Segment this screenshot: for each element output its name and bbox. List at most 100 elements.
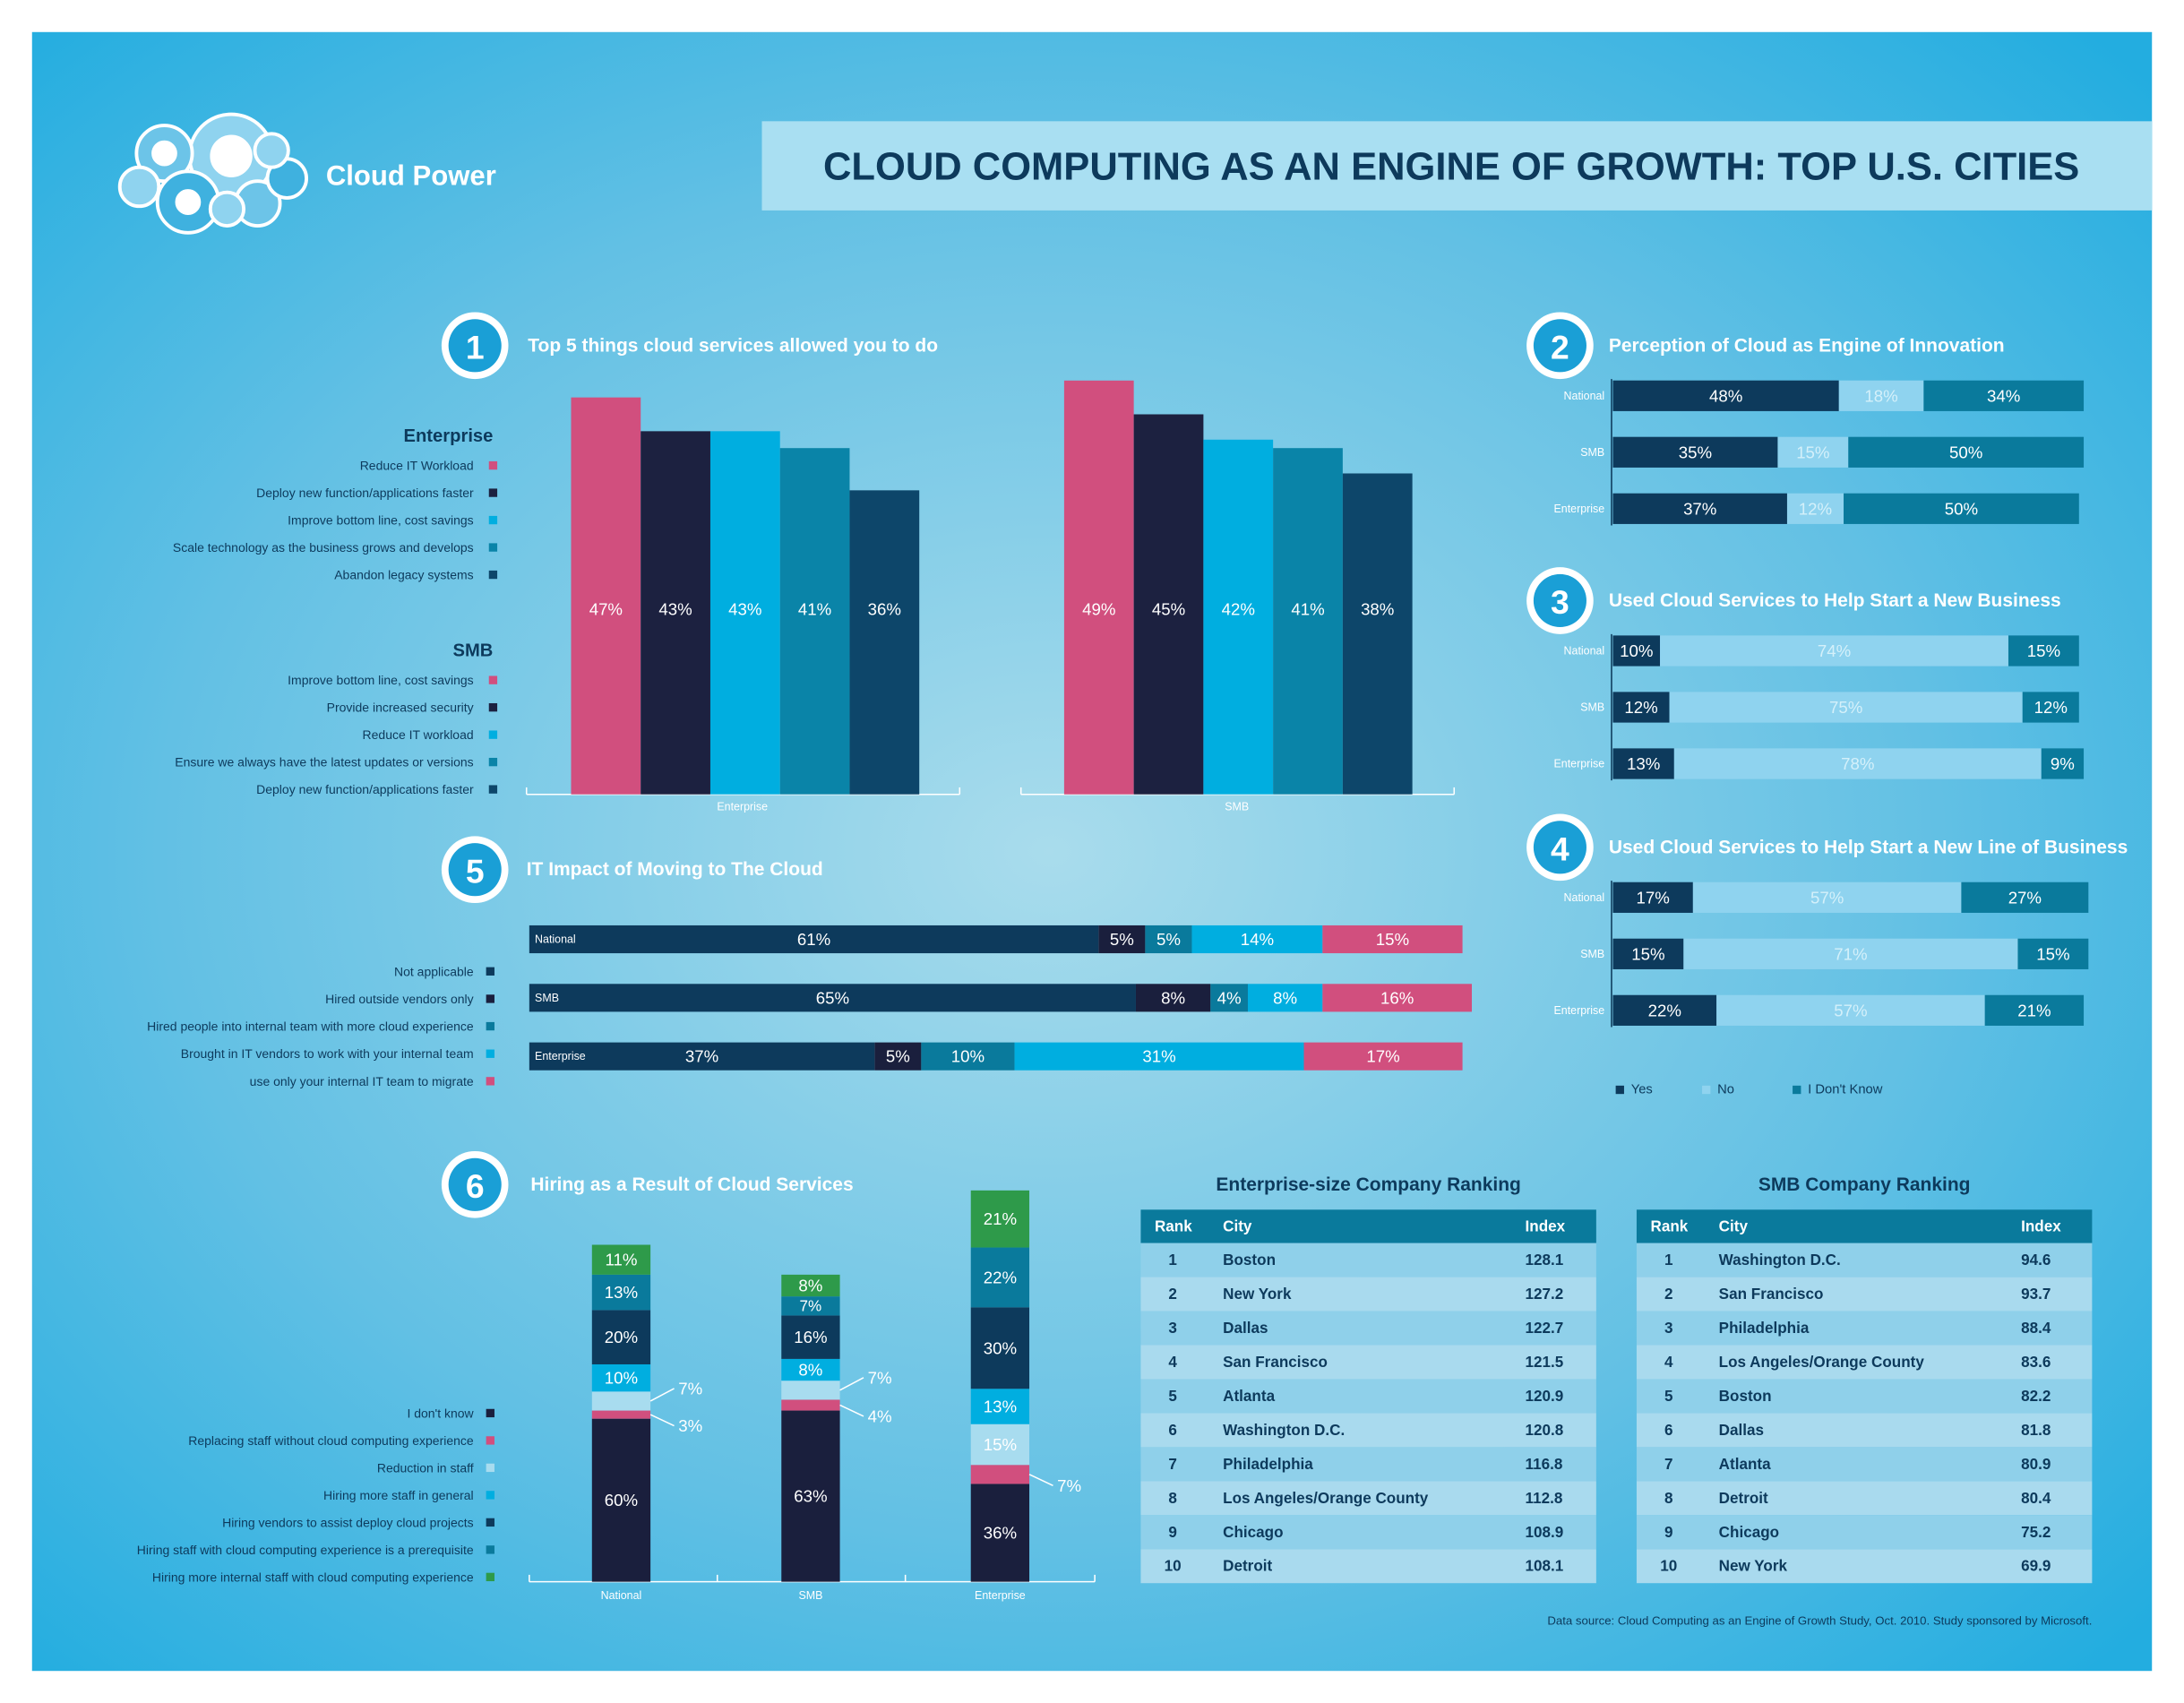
legend-text: Improve bottom line, cost savings bbox=[288, 673, 473, 687]
axis-label: SMB bbox=[1225, 801, 1249, 813]
legend-text: Hiring staff with cloud computing experi… bbox=[137, 1543, 474, 1557]
table-cell: 83.6 bbox=[2021, 1354, 2051, 1371]
table-row bbox=[1636, 1481, 2093, 1516]
bar-segment bbox=[1145, 925, 1192, 954]
table-cell: 2 bbox=[1168, 1286, 1177, 1303]
table-cell: 1 bbox=[1168, 1251, 1177, 1269]
category-label: Enterprise bbox=[1554, 757, 1605, 770]
value-label: 63% bbox=[794, 1487, 827, 1506]
bar bbox=[1203, 439, 1274, 795]
table-cell: 93.7 bbox=[2021, 1286, 2051, 1303]
bar-segment bbox=[874, 1042, 922, 1071]
bar-segment bbox=[1612, 692, 1670, 723]
table-cell: 94.6 bbox=[2021, 1251, 2051, 1269]
table-cell: New York bbox=[1223, 1286, 1292, 1303]
legend-swatch bbox=[486, 1408, 494, 1418]
value-label: 42% bbox=[1222, 599, 1255, 618]
legend-heading: SMB bbox=[453, 641, 494, 660]
section-title: IT Impact of Moving to The Cloud bbox=[527, 859, 823, 880]
bar-segment bbox=[1777, 436, 1849, 468]
bar-segment bbox=[1612, 436, 1778, 468]
table-cell: 3 bbox=[1168, 1320, 1177, 1337]
table-row bbox=[1140, 1413, 1596, 1448]
bar-segment bbox=[781, 1274, 840, 1297]
table-cell: 80.9 bbox=[2021, 1456, 2051, 1473]
legend-swatch bbox=[488, 543, 498, 552]
legend-text: Ensure we always have the latest updates… bbox=[175, 755, 473, 770]
bar-segment bbox=[1716, 994, 1985, 1026]
table-row bbox=[1140, 1549, 1596, 1584]
brand: Cloud Power bbox=[326, 160, 496, 192]
bar-segment bbox=[1210, 984, 1248, 1012]
legend-text: Hired outside vendors only bbox=[325, 992, 474, 1006]
category-label: Enterprise bbox=[1554, 1004, 1605, 1017]
table-row bbox=[1140, 1481, 1596, 1516]
section-title: Perception of Cloud as Engine of Innovat… bbox=[1609, 335, 2005, 356]
legend-text: Improve bottom line, cost savings bbox=[288, 513, 473, 528]
legend-text: Hiring vendors to assist deploy cloud pr… bbox=[222, 1515, 474, 1529]
table-cell: Boston bbox=[1223, 1251, 1276, 1269]
value-label: 50% bbox=[1945, 499, 1978, 518]
legend-text: Provide increased security bbox=[327, 701, 474, 715]
value-label: 21% bbox=[984, 1209, 1017, 1228]
bar-segment bbox=[591, 1244, 651, 1275]
value-label: 10% bbox=[951, 1047, 985, 1066]
table-cell: 5 bbox=[1664, 1388, 1673, 1405]
bar-segment bbox=[591, 1391, 651, 1411]
table-cell: 8 bbox=[1664, 1490, 1673, 1507]
bar-segment bbox=[529, 925, 1099, 954]
section-number: 6 bbox=[466, 1167, 485, 1205]
legend-swatch bbox=[488, 488, 498, 497]
table-header bbox=[1140, 1209, 1596, 1243]
table-cell: 108.1 bbox=[1526, 1558, 1564, 1575]
legend-text: use only your internal IT team to migrat… bbox=[250, 1074, 474, 1088]
table-cell: 80.4 bbox=[2021, 1490, 2051, 1507]
table-cell: 9 bbox=[1664, 1524, 1673, 1541]
legend-text: Reduce IT workload bbox=[363, 727, 474, 742]
bar-segment bbox=[1303, 1042, 1463, 1071]
section-badge-inner bbox=[1533, 573, 1586, 628]
value-label: 8% bbox=[798, 1361, 822, 1380]
bar-segment bbox=[1961, 882, 2089, 913]
legend-swatch bbox=[486, 1436, 494, 1445]
table-row bbox=[1636, 1447, 2093, 1482]
table-cell: 120.9 bbox=[1526, 1388, 1564, 1405]
leader-line bbox=[649, 1388, 675, 1402]
table-cell: 82.2 bbox=[2021, 1388, 2051, 1405]
legend-swatch bbox=[486, 1491, 494, 1500]
legend-swatch bbox=[486, 1021, 494, 1031]
legend-swatch bbox=[488, 515, 498, 525]
value-label: 22% bbox=[1648, 1001, 1681, 1019]
category-label: SMB bbox=[535, 992, 559, 1004]
section-title: Hiring as a Result of Cloud Services bbox=[530, 1174, 853, 1195]
bar-segment bbox=[970, 1484, 1030, 1582]
bar-segment bbox=[1984, 994, 2085, 1026]
bar-segment bbox=[1848, 436, 2085, 468]
table-cell: 1 bbox=[1664, 1251, 1673, 1269]
table-row bbox=[1636, 1379, 2093, 1414]
value-label: 35% bbox=[1679, 443, 1712, 461]
table-row bbox=[1636, 1515, 2093, 1550]
value-label: 65% bbox=[816, 988, 849, 1007]
bar-segment bbox=[591, 1274, 651, 1311]
section-number: 5 bbox=[466, 852, 485, 890]
legend-text: I Don't Know bbox=[1808, 1083, 1883, 1097]
bar-segment bbox=[591, 1418, 651, 1582]
value-label: 45% bbox=[1152, 599, 1185, 618]
table-row bbox=[1140, 1345, 1596, 1380]
value-label: 61% bbox=[797, 930, 830, 949]
bar-segment bbox=[781, 1380, 840, 1400]
table-cell: 7 bbox=[1664, 1456, 1673, 1473]
bar-segment bbox=[1191, 925, 1323, 954]
legend-text: Not applicable bbox=[394, 964, 474, 978]
section-title: Top 5 things cloud services allowed you … bbox=[528, 335, 938, 356]
legend-swatch bbox=[488, 785, 498, 794]
value-label: 5% bbox=[1110, 930, 1134, 949]
legend-swatch bbox=[486, 1518, 494, 1527]
table-cell: 69.9 bbox=[2021, 1558, 2051, 1575]
leader-line bbox=[1028, 1474, 1053, 1486]
value-label: 15% bbox=[1796, 443, 1829, 461]
table-row bbox=[1636, 1549, 2093, 1584]
legend-swatch bbox=[486, 1545, 494, 1554]
bar-segment bbox=[2008, 635, 2079, 667]
